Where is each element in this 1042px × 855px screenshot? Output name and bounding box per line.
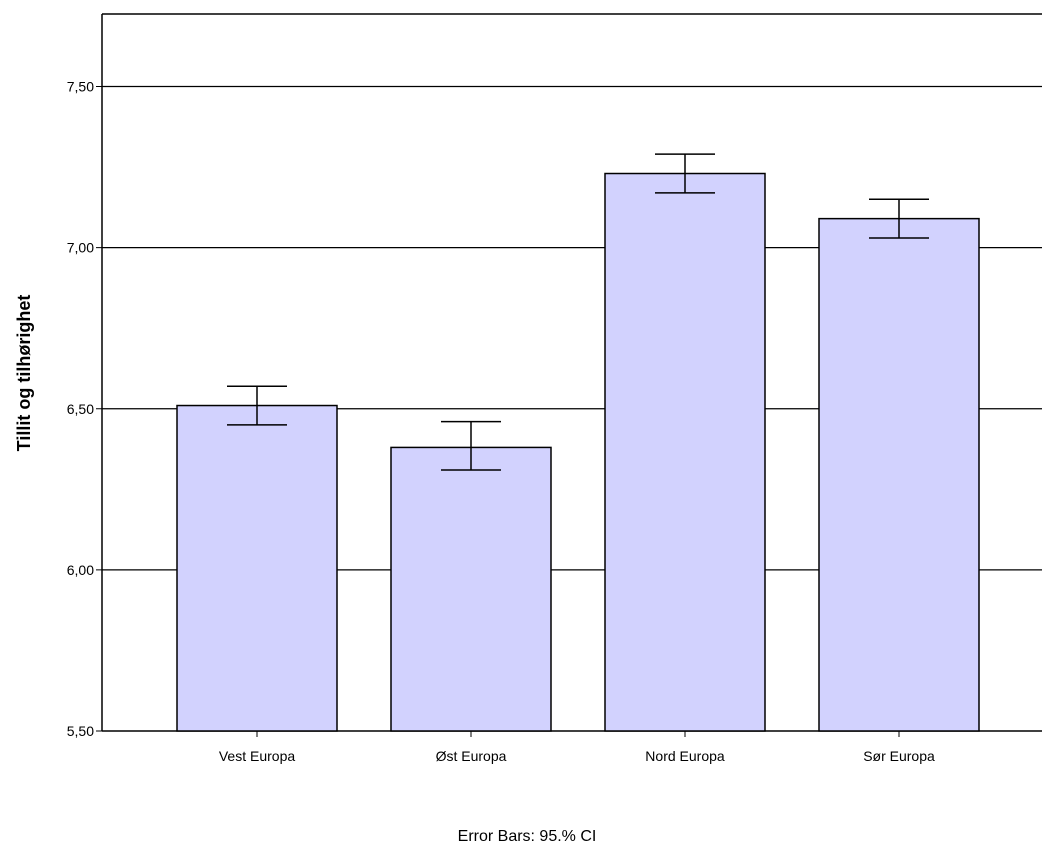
- bar: [818, 217, 980, 732]
- error-bar: [655, 153, 715, 194]
- error-bars: [227, 153, 929, 471]
- y-ticks: 5,50 6,00 6,50 7,00 7,50: [67, 79, 102, 739]
- y-tick-label: 7,50: [67, 79, 94, 95]
- error-bar: [869, 198, 929, 239]
- x-tick-label: Øst Europa: [436, 748, 507, 764]
- x-tick-label: Sør Europa: [863, 748, 935, 764]
- error-bar: [441, 420, 501, 471]
- bar: [604, 172, 766, 732]
- y-tick-label: 7,00: [67, 240, 94, 256]
- bars: [176, 172, 980, 732]
- bar: [390, 446, 552, 732]
- axes: [101, 13, 1042, 731]
- y-tick-label: 5,50: [67, 723, 94, 739]
- x-tick-label: Nord Europa: [645, 748, 725, 764]
- error-bars-footnote: Error Bars: 95.% CI: [458, 828, 597, 845]
- x-tick-label: Vest Europa: [219, 748, 295, 764]
- x-tick-labels: Vest Europa Øst Europa Nord Europa Sør Euro…: [219, 731, 935, 764]
- y-tick-label: 6,50: [67, 401, 94, 417]
- bar: [176, 404, 338, 732]
- y-tick-label: 6,00: [67, 562, 94, 578]
- error-bar: [227, 385, 287, 426]
- y-axis-label: Tillit og tilhørighet: [14, 295, 34, 452]
